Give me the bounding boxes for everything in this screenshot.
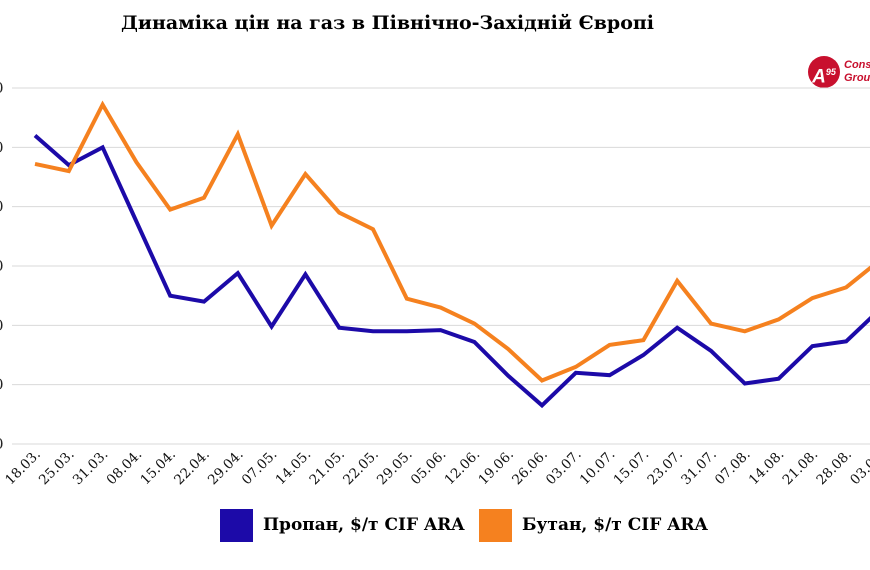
x-tick-label: 05.06.	[408, 447, 450, 489]
y-tick-stub: 0	[0, 257, 4, 275]
x-tick-label: 23.07.	[644, 447, 686, 489]
x-tick-label: 03.07.	[543, 447, 585, 489]
x-tick-label: 07.05.	[239, 447, 281, 489]
logo-badge: A95	[808, 56, 840, 88]
y-tick-stub: 0	[0, 435, 4, 453]
x-tick-label: 18.03.	[2, 447, 44, 489]
x-tick-label: 10.07.	[577, 447, 619, 489]
x-tick-label: 12.06.	[442, 447, 484, 489]
x-tick-label: 28.08.	[813, 447, 855, 489]
y-tick-stub: 0	[0, 79, 4, 97]
y-tick-stub: 0	[0, 376, 4, 394]
legend-label-propane: Пропан, $/т CIF ARA	[263, 515, 465, 535]
a95-consulting-logo: A95 Consulting Group	[808, 54, 870, 90]
x-tick-label: 21.05.	[306, 447, 348, 489]
x-tick-label: 03.09.	[847, 447, 870, 489]
x-tick-label: 29.05.	[374, 447, 416, 489]
x-tick-label: 31.03.	[70, 447, 112, 489]
legend-entry-propane: Пропан, $/т CIF ARA	[220, 508, 465, 542]
x-tick-label: 25.03.	[36, 447, 78, 489]
logo-text-line2: Group	[844, 72, 870, 84]
legend-label-butane: Бутан, $/т CIF ARA	[522, 515, 708, 535]
x-tick-label: 07.08.	[712, 447, 754, 489]
y-tick-stub: 0	[0, 316, 4, 334]
x-tick-label: 22.05.	[340, 447, 382, 489]
x-tick-label: 08.04.	[104, 447, 146, 489]
y-tick-stub: 0	[0, 138, 4, 156]
legend-swatch-butane	[479, 508, 512, 542]
series-line-1	[34, 100, 870, 383]
legend-swatch-propane	[220, 508, 253, 542]
x-tick-label: 21.08.	[780, 447, 822, 489]
x-tick-label: 15.04.	[137, 447, 179, 489]
x-tick-label: 19.06.	[475, 447, 517, 489]
x-tick-label: 31.07.	[678, 447, 720, 489]
logo-text-line1: Consulting	[844, 59, 870, 71]
x-tick-label: 15.07.	[611, 447, 653, 489]
x-tick-label: 22.04.	[171, 447, 213, 489]
x-tick-label: 29.04.	[205, 447, 247, 489]
x-tick-label: 14.08.	[746, 447, 788, 489]
series-line-0	[33, 133, 870, 409]
chart-title: Динаміка цін на газ в Північно-Західній …	[120, 12, 654, 34]
legend-entry-butane: Бутан, $/т CIF ARA	[479, 508, 708, 542]
x-tick-label: 26.06.	[509, 447, 551, 489]
y-tick-stub: 0	[0, 198, 4, 216]
x-tick-label: 14.05.	[273, 447, 315, 489]
